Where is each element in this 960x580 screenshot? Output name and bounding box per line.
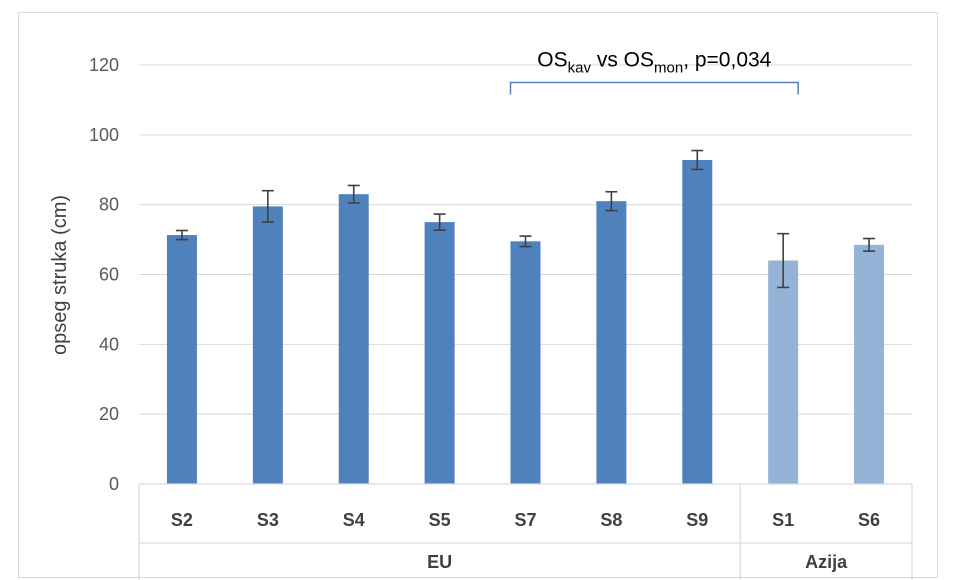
y-tick-label: 120 bbox=[89, 55, 119, 75]
error-bar-S3 bbox=[261, 189, 274, 223]
y-tick-label: 100 bbox=[89, 125, 119, 145]
x-tick-label: S8 bbox=[600, 510, 622, 530]
bar-S1 bbox=[768, 260, 799, 484]
error-bar-S9 bbox=[691, 149, 704, 171]
y-tick-label: 80 bbox=[99, 195, 119, 215]
x-tick-label: S3 bbox=[257, 510, 279, 530]
error-bar-S2 bbox=[175, 229, 188, 241]
x-tick-label: S2 bbox=[171, 510, 193, 530]
x-tick-label: S9 bbox=[686, 510, 708, 530]
error-bar-S6 bbox=[863, 237, 876, 252]
category-labels: S2 S3 S4 S5 S7 S8 S9 S1 S6 EU Azija bbox=[171, 510, 880, 572]
y-tick-label: 40 bbox=[99, 334, 119, 354]
x-tick-label: S6 bbox=[858, 510, 880, 530]
bar-S7 bbox=[510, 241, 541, 484]
bar-S3 bbox=[252, 206, 283, 484]
bar-S5 bbox=[424, 222, 455, 484]
error-bar-S4 bbox=[347, 184, 360, 204]
y-tick-label: 20 bbox=[99, 404, 119, 424]
x-tick-label: S7 bbox=[514, 510, 536, 530]
x-tick-label: S4 bbox=[343, 510, 365, 530]
significance-annotation: OSkav vs OSmon, p=0,034 bbox=[509, 48, 799, 95]
group-label: EU bbox=[427, 552, 452, 572]
x-tick-label: S5 bbox=[429, 510, 451, 530]
bar-S4 bbox=[338, 194, 369, 485]
group-label: Azija bbox=[805, 552, 848, 572]
error-bar-S7 bbox=[519, 235, 532, 248]
y-axis-ticks: 0 20 40 60 80 100 120 bbox=[89, 55, 119, 494]
y-tick-label: 0 bbox=[109, 474, 119, 494]
error-bar-S8 bbox=[605, 190, 618, 212]
error-bar-S1 bbox=[777, 232, 790, 289]
y-axis-label: opseg struka (cm) bbox=[49, 195, 71, 355]
bar-S9 bbox=[682, 159, 713, 484]
bar-S6 bbox=[854, 244, 885, 484]
bars bbox=[166, 159, 885, 485]
x-axis bbox=[138, 483, 913, 580]
error-bar-S5 bbox=[433, 213, 446, 231]
bar-S8 bbox=[596, 201, 627, 485]
significance-bracket bbox=[509, 81, 799, 95]
bar-S2 bbox=[166, 235, 197, 484]
y-tick-label: 60 bbox=[99, 265, 119, 285]
error-bars bbox=[175, 149, 876, 289]
significance-label: OSkav vs OSmon, p=0,034 bbox=[537, 48, 771, 76]
x-tick-label: S1 bbox=[772, 510, 794, 530]
